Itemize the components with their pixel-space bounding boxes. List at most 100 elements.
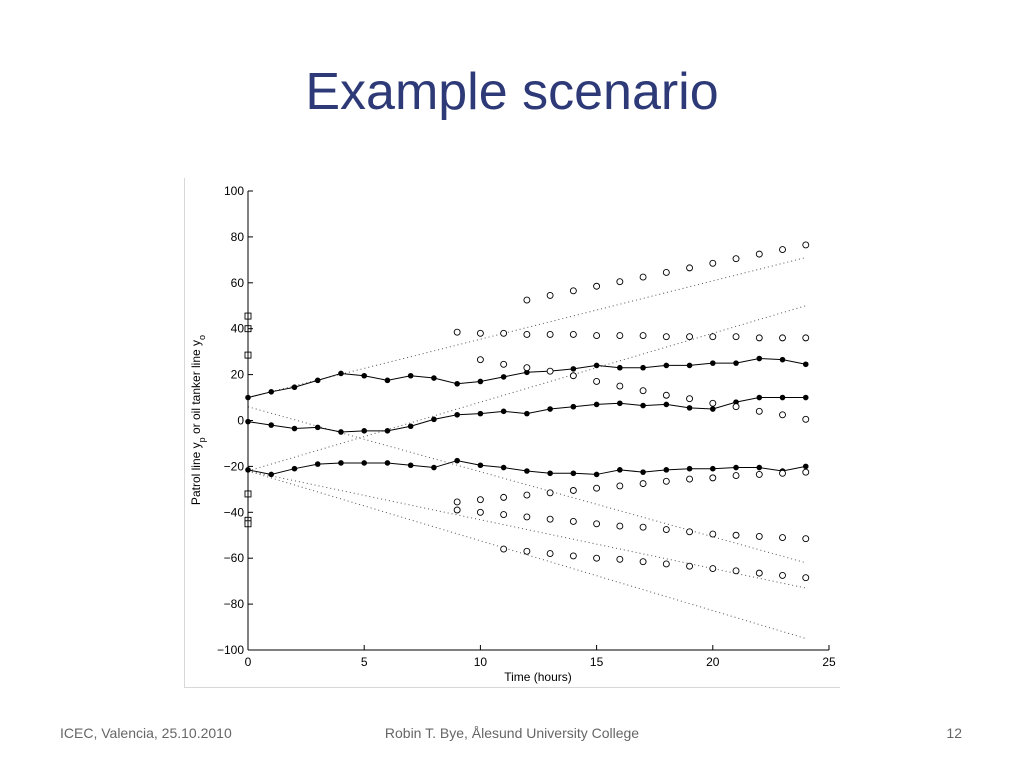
patrol-point [756,355,763,362]
patrol-point [477,378,484,385]
patrol-point [291,384,298,391]
tanker-point [593,484,601,492]
tanker-point [662,560,670,568]
patrol-point [477,462,484,469]
patrol-point [593,471,600,478]
tanker-point [639,273,647,281]
tanker-point [453,498,461,506]
x-tick-label: 20 [706,655,720,669]
patrol-point [384,377,391,384]
tanker-point [476,496,484,504]
patrol-point [802,394,809,401]
tanker-point [453,506,461,514]
patrol-point [733,360,739,366]
y-tick-label: 40 [231,322,245,336]
tanker-point [546,489,554,497]
patrol-point [524,410,530,417]
tanker-point [546,367,554,375]
tanker-point [709,333,717,341]
tanker-point [476,508,484,516]
tanker-point [593,554,601,562]
boundary-line [247,305,806,472]
patrol-point [431,416,437,423]
tanker-point [639,523,647,531]
patrol-point [291,465,298,472]
x-tick-label: 15 [590,655,604,669]
patrol-point [593,362,600,369]
tanker-point [802,415,810,423]
patrol-point [361,460,367,466]
tanker-point [616,382,624,390]
patrol-point [291,425,298,432]
tanker-point [732,403,740,411]
tanker-point [709,474,717,482]
patrol-point [268,422,275,428]
patrol-point [407,462,414,469]
patrol-point [314,461,321,467]
patrol-point [384,428,391,434]
tanker-point [616,332,624,340]
tanker-point [686,264,694,272]
patrol-point [686,405,693,411]
tanker-point [686,562,694,570]
y-tick-label: 100 [224,184,244,198]
tanker-point [732,531,740,539]
patrol-point [268,389,275,395]
y-tick-label: −60 [224,551,245,565]
tanker-point [569,287,577,295]
tanker-point [779,469,786,477]
patrol-point [361,372,367,379]
tanker-point [523,491,531,499]
x-tick-label: 5 [361,655,368,669]
patrol-point [314,424,321,431]
y-tick-label: −20 [224,459,245,473]
patrol-point [524,369,530,376]
patrol-point [454,457,460,464]
tanker-point [709,399,717,407]
tanker-point [802,334,810,342]
patrol-point [570,470,577,477]
patrol-point [384,460,391,466]
tanker-point [453,328,461,336]
tanker-point [755,569,763,577]
tanker-point [593,282,601,290]
tanker-point [569,372,577,380]
y-tick-label: −40 [224,505,245,519]
tanker-point [569,552,577,560]
patrol-point [314,377,321,384]
tanker-point [593,520,601,528]
tanker-point [732,333,740,341]
patrol-series-group [245,355,809,478]
patrol-point [733,399,739,405]
x-tick-label: 0 [245,655,252,669]
tanker-point [523,513,531,521]
tanker-point [639,480,647,488]
y-tick-label: −80 [224,597,245,611]
tanker-point [686,528,694,536]
tanker-point [755,470,763,478]
patrol-point [756,394,763,401]
boundary-lines [247,257,806,640]
tanker-point [639,558,647,566]
y-axis-label: Patrol line yp or oil tanker line yo [189,335,207,505]
tanker-point [569,330,577,338]
patrol-point [500,374,507,380]
tanker-point [779,534,786,541]
patrol-point [431,464,437,471]
tanker-point [616,482,624,490]
x-tick-label: 10 [474,655,488,669]
tanker-point [802,241,810,249]
patrol-point [733,464,739,471]
tanker-point [500,545,508,553]
patrol-point [477,410,484,417]
tanker-point [732,567,740,575]
tanker-point [616,278,624,286]
patrol-point [710,465,716,472]
patrol-point [779,394,786,401]
patrol-point [338,460,344,466]
footer-author: Robin T. Bye, Ålesund University College [384,725,640,741]
patrol-point [407,372,414,379]
tanker-point [802,535,810,543]
tanker-point [476,329,484,337]
patrol-point [547,470,553,477]
